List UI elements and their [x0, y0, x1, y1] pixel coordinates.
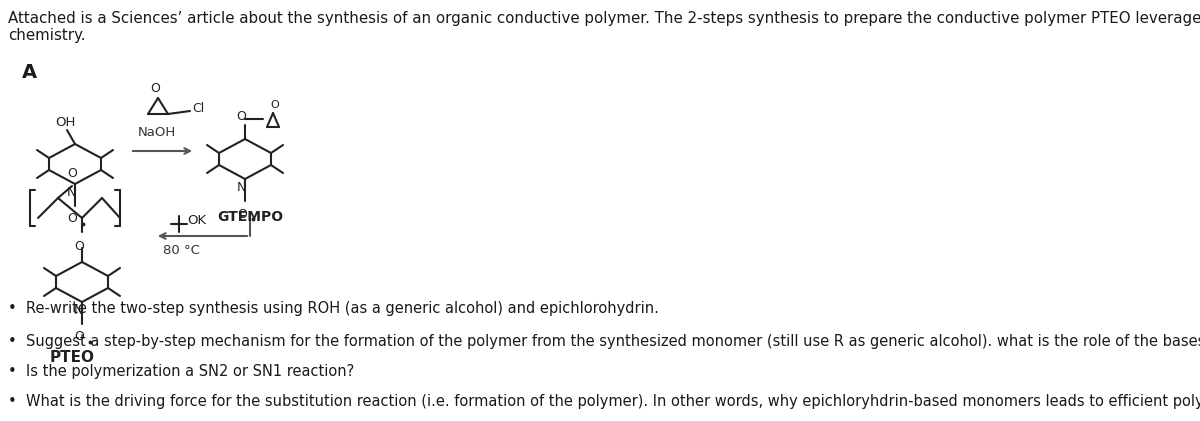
Text: chemistry.: chemistry. — [8, 28, 85, 43]
Text: O: O — [67, 213, 77, 226]
Text: OH: OH — [55, 115, 76, 128]
Text: Attached is a Sciences’ article about the synthesis of an organic conductive pol: Attached is a Sciences’ article about th… — [8, 11, 1200, 26]
Text: O: O — [74, 330, 84, 344]
Text: 80 °C: 80 °C — [163, 243, 200, 256]
Text: NaOH: NaOH — [138, 126, 176, 139]
Text: •  What is the driving force for the substitution reaction (i.e. formation of th: • What is the driving force for the subs… — [8, 394, 1200, 409]
Text: O: O — [67, 167, 77, 180]
Text: OK: OK — [187, 215, 206, 227]
Text: PTEO: PTEO — [50, 351, 95, 365]
Text: A: A — [22, 63, 37, 82]
Text: •  Suggest a step-by-step mechanism for the formation of the polymer from the sy: • Suggest a step-by-step mechanism for t… — [8, 334, 1200, 349]
Text: O: O — [236, 110, 246, 123]
Text: O: O — [150, 82, 160, 94]
Text: O: O — [74, 240, 84, 253]
Text: •  Is the polymerization a SN2 or SN1 reaction?: • Is the polymerization a SN2 or SN1 rea… — [8, 364, 354, 379]
Text: •  Re-write the two-step synthesis using ROH (as a generic alcohol) and epichlor: • Re-write the two-step synthesis using … — [8, 301, 659, 316]
Text: O: O — [238, 208, 247, 221]
Text: N: N — [66, 186, 76, 199]
Text: N: N — [236, 181, 246, 194]
Text: O: O — [271, 100, 280, 110]
Text: GTEMPO: GTEMPO — [217, 210, 283, 224]
Text: Cl: Cl — [192, 102, 204, 115]
Text: N: N — [73, 304, 83, 317]
